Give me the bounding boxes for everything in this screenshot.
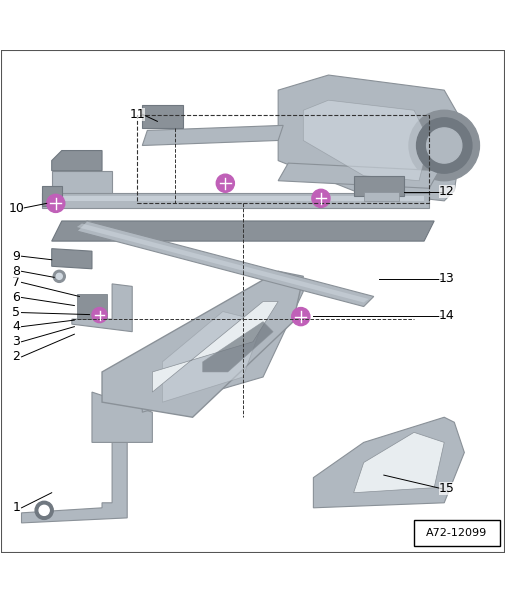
Circle shape <box>56 273 62 279</box>
Polygon shape <box>52 248 92 269</box>
Polygon shape <box>203 321 273 372</box>
Circle shape <box>416 118 471 173</box>
Text: 6: 6 <box>13 291 20 304</box>
Text: 12: 12 <box>438 185 453 198</box>
Polygon shape <box>302 100 428 181</box>
FancyBboxPatch shape <box>353 175 403 196</box>
Polygon shape <box>52 221 433 241</box>
Polygon shape <box>77 221 373 306</box>
Text: 1: 1 <box>13 501 20 514</box>
Text: 5: 5 <box>13 306 20 319</box>
Polygon shape <box>22 443 127 523</box>
Text: A72-12099: A72-12099 <box>425 528 486 538</box>
Text: 4: 4 <box>13 320 20 333</box>
Text: 10: 10 <box>9 202 24 215</box>
Text: 7: 7 <box>13 276 20 289</box>
Text: 11: 11 <box>129 108 145 121</box>
Circle shape <box>408 110 479 181</box>
Polygon shape <box>52 151 102 171</box>
Circle shape <box>426 128 461 163</box>
Text: 2: 2 <box>13 350 20 364</box>
Circle shape <box>39 505 49 516</box>
Polygon shape <box>92 392 152 443</box>
Polygon shape <box>72 284 132 332</box>
Circle shape <box>35 501 53 519</box>
Polygon shape <box>77 224 368 303</box>
Polygon shape <box>278 75 464 201</box>
Circle shape <box>216 174 234 192</box>
Text: 15: 15 <box>438 482 454 495</box>
Circle shape <box>311 189 329 207</box>
Text: 9: 9 <box>13 250 20 263</box>
Polygon shape <box>313 417 464 508</box>
Bar <box>137 115 428 203</box>
FancyBboxPatch shape <box>413 520 498 546</box>
Text: 13: 13 <box>438 273 453 285</box>
Circle shape <box>92 308 107 323</box>
Text: 14: 14 <box>438 309 453 322</box>
Polygon shape <box>142 125 283 145</box>
FancyBboxPatch shape <box>142 106 182 128</box>
Circle shape <box>46 194 65 212</box>
Polygon shape <box>162 312 263 402</box>
Polygon shape <box>278 163 438 188</box>
Polygon shape <box>41 186 62 206</box>
Polygon shape <box>353 432 443 493</box>
Polygon shape <box>52 196 423 201</box>
Polygon shape <box>142 282 302 412</box>
Circle shape <box>291 308 309 326</box>
Circle shape <box>53 270 65 282</box>
Polygon shape <box>41 194 428 209</box>
Text: 3: 3 <box>13 335 20 349</box>
Polygon shape <box>102 271 302 417</box>
Text: 8: 8 <box>13 265 20 278</box>
Polygon shape <box>152 302 278 392</box>
Polygon shape <box>52 171 112 194</box>
FancyBboxPatch shape <box>363 192 398 201</box>
FancyBboxPatch shape <box>77 294 107 319</box>
